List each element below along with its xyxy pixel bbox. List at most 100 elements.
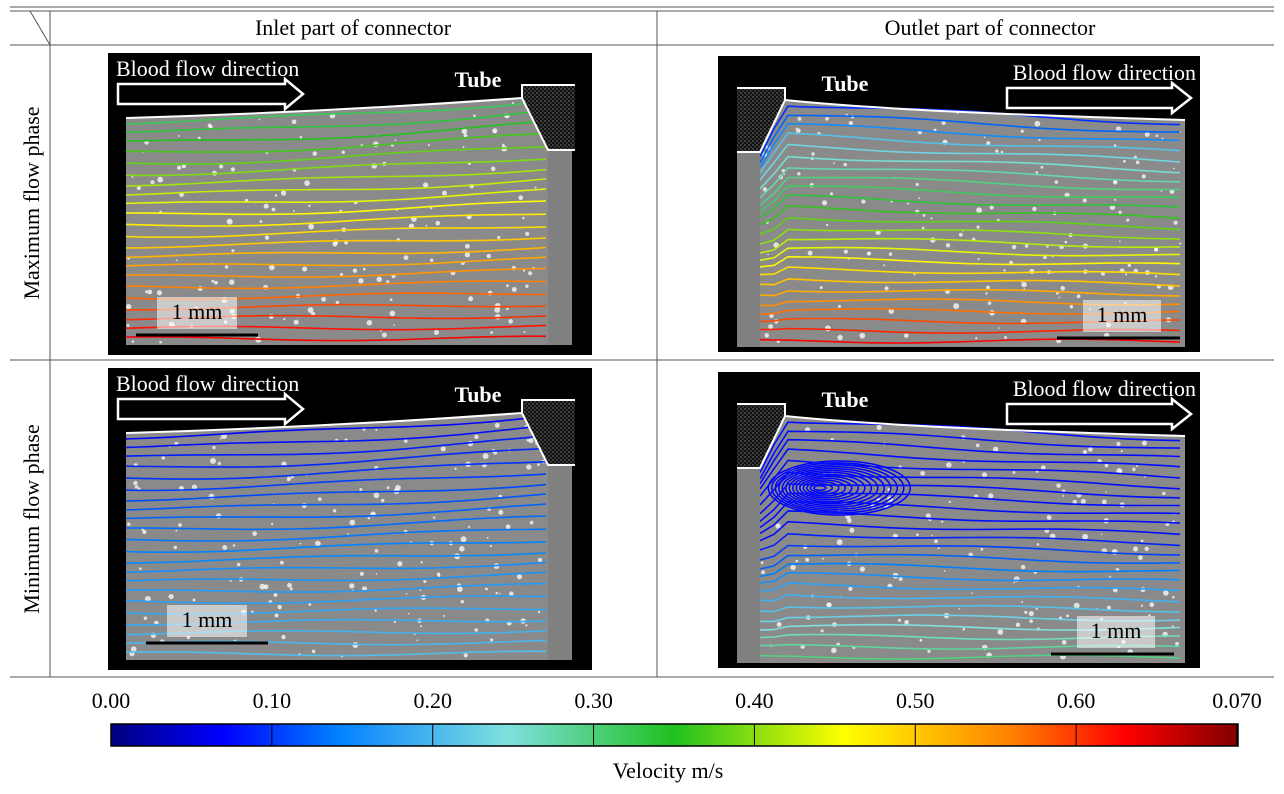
particle [805, 557, 810, 562]
particle [849, 527, 855, 533]
particle [386, 280, 390, 284]
streamline [126, 237, 547, 249]
tube-label: Tube [455, 67, 502, 92]
particle [847, 518, 852, 523]
streamline [759, 654, 1181, 660]
particle [797, 116, 802, 121]
particle [362, 267, 366, 271]
particle [302, 266, 308, 272]
particle [150, 180, 155, 185]
particle [373, 492, 380, 499]
particle [232, 544, 236, 547]
particle [995, 149, 999, 153]
particle [821, 557, 824, 560]
particle [386, 486, 390, 490]
particle [921, 226, 925, 230]
particle [975, 443, 980, 448]
particle [339, 209, 342, 213]
connector-wall [737, 468, 760, 663]
particle [1024, 244, 1029, 248]
particle [274, 613, 279, 618]
particle [795, 559, 799, 563]
particle [287, 582, 292, 588]
streamline [759, 167, 1181, 199]
tube-wall [737, 88, 785, 152]
particle [958, 608, 961, 610]
particle [130, 646, 137, 652]
streamline [125, 561, 547, 574]
streamline [759, 459, 1181, 497]
particle [1029, 619, 1033, 624]
particle [460, 536, 467, 543]
particle [292, 210, 295, 213]
particle [485, 587, 488, 591]
particle [915, 533, 919, 537]
particle [463, 133, 468, 138]
particle [280, 190, 287, 196]
tube-outline [125, 399, 575, 466]
particle [307, 307, 314, 314]
particle [462, 146, 465, 148]
streamline [759, 604, 1181, 613]
particle [904, 620, 909, 625]
particle [776, 621, 782, 627]
particle [1138, 555, 1143, 561]
particle [1043, 255, 1047, 260]
flow-panel: Blood flow direction Tube 1 mm [718, 372, 1200, 668]
particle [349, 519, 356, 526]
vortex-line [795, 475, 860, 501]
flow-region [760, 100, 1185, 347]
particle [420, 561, 423, 564]
particle [487, 290, 493, 296]
particle [1140, 539, 1144, 543]
streamline [125, 650, 547, 657]
particle [173, 545, 178, 550]
particle [463, 653, 468, 658]
tube-outline [125, 84, 575, 151]
particle [915, 182, 919, 187]
particle [443, 615, 446, 617]
table-rules [10, 6, 1274, 678]
particle [795, 127, 798, 130]
flow-arrow [116, 76, 305, 112]
particle [927, 649, 931, 653]
particle [941, 120, 946, 125]
particle [425, 224, 428, 227]
streamline [125, 246, 547, 259]
particle [497, 235, 501, 240]
streamline [125, 120, 547, 142]
particle [1132, 467, 1136, 472]
scale-box [167, 605, 247, 637]
particle [795, 128, 801, 134]
particle [1024, 610, 1028, 614]
particle [1105, 491, 1107, 493]
particle [156, 290, 163, 296]
particle [826, 602, 832, 608]
particle [505, 524, 511, 530]
particle [1021, 281, 1027, 288]
particle [269, 264, 275, 271]
particle [762, 187, 768, 192]
scale-label: 1 mm [1091, 618, 1142, 643]
particle [271, 207, 276, 212]
streamline [759, 571, 1181, 584]
streamline [125, 503, 547, 520]
particle [159, 210, 162, 213]
streamline [125, 447, 547, 468]
particle [161, 456, 165, 460]
particle [537, 463, 540, 467]
particle [1149, 602, 1155, 608]
particle [1015, 622, 1021, 628]
particle [859, 566, 866, 572]
particle [429, 258, 434, 263]
particle [259, 220, 263, 224]
particle [526, 464, 532, 470]
particle [948, 500, 951, 503]
particle [1101, 499, 1107, 505]
streamline [759, 143, 1181, 181]
particle [989, 205, 994, 210]
particle [527, 271, 533, 276]
particle [1062, 495, 1065, 497]
particle [219, 164, 224, 169]
particle [790, 564, 796, 571]
